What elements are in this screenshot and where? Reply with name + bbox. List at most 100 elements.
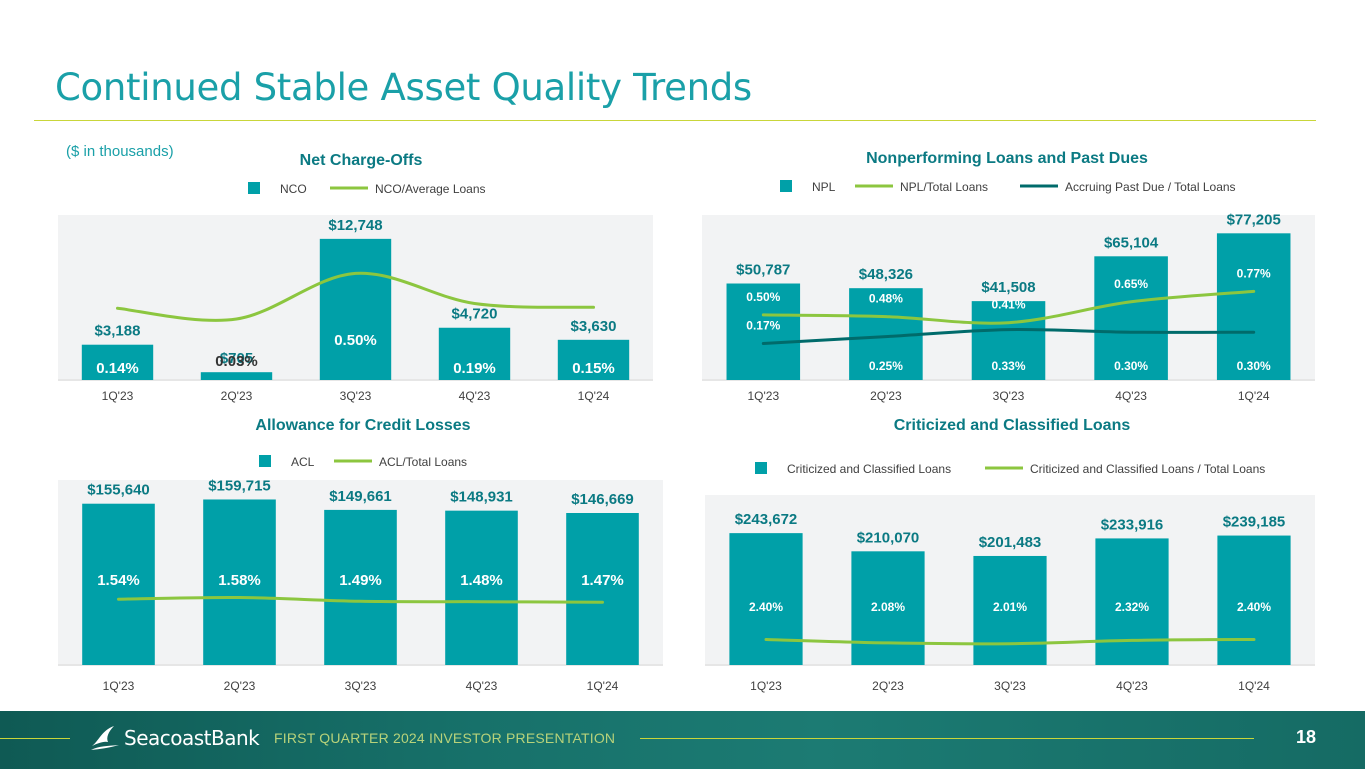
- bar: [438, 327, 511, 380]
- bar: [971, 301, 1046, 380]
- x-tick-label: 1Q'23: [747, 389, 779, 403]
- bar-value-label: $146,669: [571, 491, 634, 508]
- legend-label-line: NCO/Average Loans: [375, 182, 486, 196]
- bar-value-label: $149,661: [329, 488, 392, 505]
- bar: [81, 344, 154, 380]
- bar: [1095, 538, 1169, 665]
- line-value-label: 2.01%: [993, 600, 1027, 614]
- legend-label-bar: NCO: [280, 182, 307, 196]
- chart-title: Allowance for Credit Losses: [255, 417, 470, 434]
- bar: [566, 512, 639, 665]
- legend-label-line: Accruing Past Due / Total Loans: [1065, 180, 1236, 194]
- bar-value-label: $3,188: [95, 323, 141, 340]
- x-tick-label: 1Q'24: [578, 389, 610, 403]
- x-tick-label: 1Q'23: [750, 679, 782, 693]
- bar: [973, 555, 1047, 665]
- wave-logo-icon: [91, 726, 119, 750]
- line-value-label: 2.08%: [871, 600, 905, 614]
- page-number: 18: [1296, 727, 1317, 747]
- brand-logo: SeacoastBank: [90, 724, 260, 752]
- bar-value-label: $3,630: [571, 318, 617, 335]
- series-line: [761, 289, 1256, 325]
- legend-swatch-bar: [755, 462, 767, 474]
- title-divider: [34, 120, 1316, 121]
- line-value-label: 1.58%: [218, 572, 261, 589]
- bar: [203, 499, 276, 665]
- footer-caption: FIRST QUARTER 2024 INVESTOR PRESENTATION: [274, 730, 616, 746]
- series-line: [116, 271, 595, 322]
- bar: [1094, 256, 1168, 380]
- bar: [557, 339, 630, 380]
- bar-value-label: $12,748: [328, 217, 382, 234]
- npl-ratio-label: 0.77%: [1237, 266, 1271, 280]
- line-value-label: 1.48%: [460, 572, 503, 589]
- line-value-label: 2.32%: [1115, 600, 1149, 614]
- npl-ratio-label: 0.65%: [1114, 277, 1148, 291]
- line-value-label: 1.49%: [339, 572, 382, 589]
- line-value-label: 0.03%: [215, 353, 258, 370]
- legend-swatch-bar: [259, 455, 271, 467]
- bar: [726, 283, 801, 380]
- bar: [1217, 535, 1291, 665]
- bar: [1216, 233, 1291, 380]
- past-due-ratio-label: 0.30%: [1114, 359, 1148, 373]
- bar: [445, 510, 518, 665]
- x-tick-label: 3Q'23: [340, 389, 372, 403]
- bar-value-label: $155,640: [87, 482, 150, 499]
- series-line: [764, 638, 1256, 646]
- series-line: [761, 327, 1256, 345]
- bar: [319, 238, 392, 380]
- x-tick-label: 1Q'24: [1238, 679, 1270, 693]
- line-value-label: 2.40%: [749, 600, 783, 614]
- bar: [851, 551, 925, 665]
- line-value-label: 0.50%: [334, 332, 377, 349]
- bar-value-label: $41,508: [981, 279, 1035, 296]
- x-tick-label: 4Q'23: [459, 389, 491, 403]
- bar-value-label: $239,185: [1223, 514, 1286, 531]
- x-tick-label: 1Q'24: [587, 679, 619, 693]
- legend-label-bar: Criticized and Classified Loans: [787, 462, 951, 476]
- x-tick-label: 3Q'23: [345, 679, 377, 693]
- past-due-ratio-label: 0.17%: [746, 319, 780, 333]
- bar-value-label: $233,916: [1101, 516, 1164, 533]
- brand-name: SeacoastBank: [124, 726, 260, 750]
- x-tick-label: 4Q'23: [466, 679, 498, 693]
- x-tick-label: 1Q'24: [1238, 389, 1270, 403]
- bar-value-label: $243,672: [735, 511, 798, 528]
- legend-label-line: Criticized and Classified Loans / Total …: [1030, 462, 1265, 476]
- x-tick-label: 3Q'23: [993, 389, 1025, 403]
- chart-title: Net Charge-Offs: [300, 152, 423, 169]
- npl-ratio-label: 0.50%: [746, 290, 780, 304]
- legend-label-line: NPL/Total Loans: [900, 180, 988, 194]
- chart-title: Criticized and Classified Loans: [894, 417, 1131, 434]
- legend-label-bar: NPL: [812, 180, 836, 194]
- x-tick-label: 2Q'23: [224, 679, 256, 693]
- bar: [324, 509, 397, 665]
- bar-value-label: $48,326: [859, 266, 913, 283]
- line-value-label: 2.40%: [1237, 600, 1271, 614]
- bar: [200, 372, 273, 380]
- bar-value-label: $705: [220, 350, 253, 367]
- bar: [82, 503, 155, 665]
- series-line: [117, 595, 604, 604]
- bar-value-label: $201,483: [979, 534, 1042, 551]
- legend-label-line: ACL/Total Loans: [379, 455, 467, 469]
- bar-value-label: $77,205: [1227, 211, 1281, 228]
- bar-value-label: $159,715: [208, 477, 271, 494]
- legend-label-bar: ACL: [291, 455, 315, 469]
- line-value-label: 0.15%: [572, 360, 615, 377]
- x-tick-label: 3Q'23: [994, 679, 1026, 693]
- bar-value-label: $4,720: [452, 306, 498, 323]
- bar-value-label: $50,787: [736, 262, 790, 279]
- footer-rule-left: [0, 738, 70, 739]
- legend-swatch-bar: [780, 180, 792, 192]
- past-due-ratio-label: 0.25%: [869, 359, 903, 373]
- x-tick-label: 2Q'23: [872, 679, 904, 693]
- x-tick-label: 4Q'23: [1116, 679, 1148, 693]
- page-title: Continued Stable Asset Quality Trends: [55, 66, 752, 109]
- x-tick-label: 4Q'23: [1115, 389, 1147, 403]
